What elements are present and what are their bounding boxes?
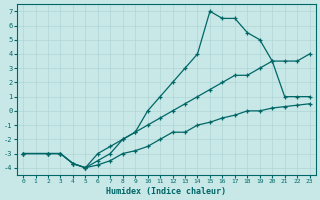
X-axis label: Humidex (Indice chaleur): Humidex (Indice chaleur) [106,187,226,196]
